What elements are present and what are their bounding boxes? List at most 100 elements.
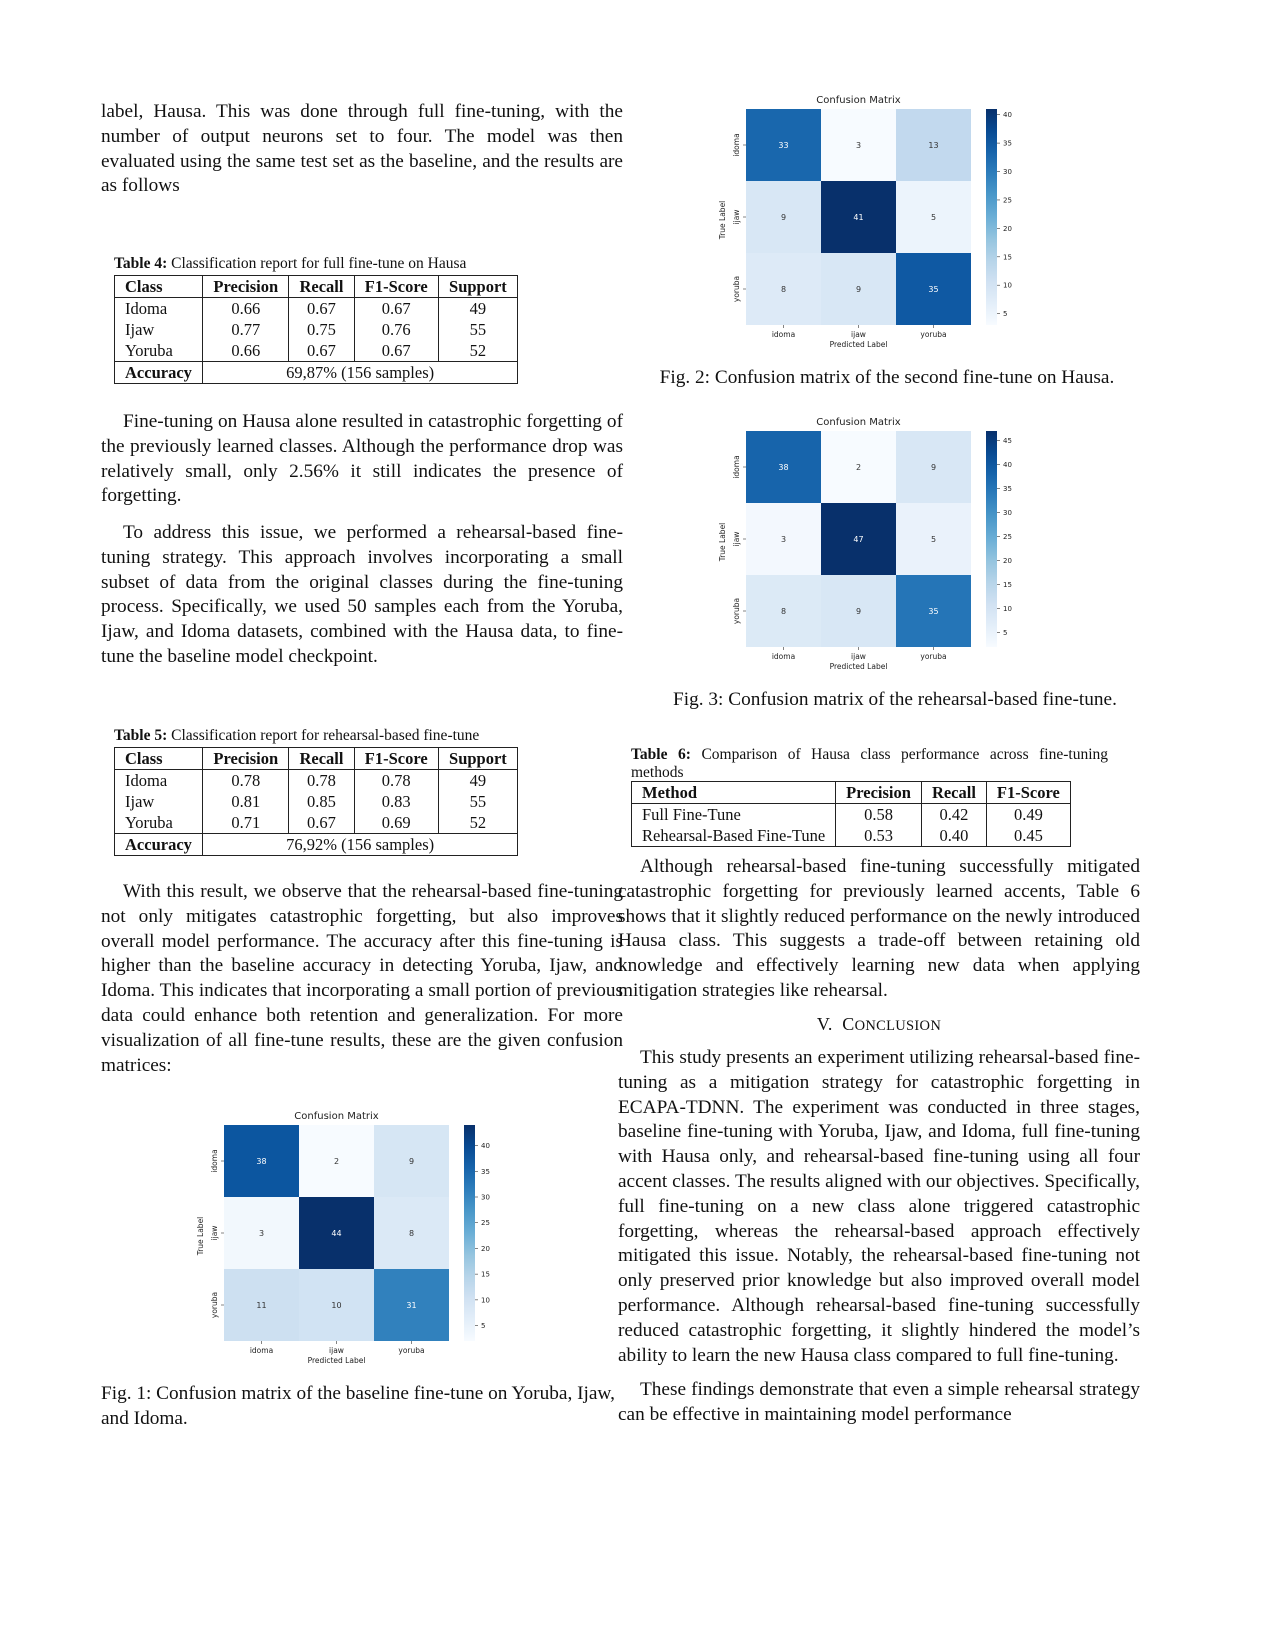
column-header: Precision	[202, 275, 290, 298]
table5-caption: Table 5: Classification report for rehea…	[114, 727, 479, 745]
colorbar-tick-label: 5	[481, 1322, 485, 1330]
cell-value-label: 2	[856, 463, 861, 472]
table-cell: 0.83	[353, 791, 439, 812]
paragraph-forgetting: Fine-tuning on Hausa alone resulted in c…	[101, 411, 623, 507]
column-header: Recall	[920, 781, 987, 804]
cell-value-label: 5	[931, 213, 936, 222]
accuracy-label: Accuracy	[113, 833, 204, 856]
table-cell: 0.67	[288, 812, 355, 834]
table5-caption-text: Classification report for rehearsal-base…	[171, 727, 480, 744]
table-cell: 0.49	[985, 803, 1071, 825]
colorbar-tick-label: 5	[1003, 629, 1007, 637]
colorbar-tick-label: 25	[1003, 533, 1012, 541]
y-tick-label: ijaw	[732, 532, 741, 547]
column-header: Method	[630, 781, 837, 804]
column-header: Class	[113, 275, 204, 298]
paragraph-conclusion: This study presents an experiment utiliz…	[618, 1047, 1140, 1366]
y-tick-label: idoma	[732, 133, 741, 156]
table-cell: 55	[437, 319, 519, 340]
heatmap-cell	[746, 181, 821, 253]
table6-caption: Table 6: Comparison of Hausa class perfo…	[631, 746, 1108, 782]
colorbar-tick-label: 35	[1003, 140, 1012, 148]
table-cell: 0.67	[288, 297, 355, 319]
table-cell: 0.40	[920, 825, 987, 847]
y-tick-label: yoruba	[732, 598, 741, 624]
table-cell: 0.78	[288, 769, 355, 791]
cell-value-label: 41	[853, 213, 863, 222]
x-axis-label: Predicted Label	[308, 1356, 366, 1365]
table-cell: 0.78	[353, 769, 439, 791]
table-cell: Idoma	[113, 297, 204, 319]
heatmap-cell	[821, 253, 896, 325]
heatmap-svg: Confusion Matrix 38 2 9 3 47 5 8 9 35 idoma ijaw yor…	[718, 417, 1012, 671]
colorbar-tick-label: 25	[481, 1219, 490, 1227]
colorbar-tick-label: 40	[481, 1142, 490, 1150]
heatmap-cell	[224, 1269, 299, 1341]
cell-value-label: 3	[856, 141, 861, 150]
colorbar-tick-label: 15	[1003, 253, 1012, 261]
fig2-caption: Fig. 2: Confusion matrix of the second f…	[659, 367, 1115, 388]
cell-value-label: 5	[931, 535, 936, 544]
cell-value-label: 3	[781, 535, 786, 544]
cell-value-label: 8	[409, 1229, 414, 1238]
colorbar-tick-label: 10	[481, 1296, 490, 1304]
cell-value-label: 2	[334, 1157, 339, 1166]
colorbar-tick-label: 30	[1003, 509, 1012, 517]
cell-value-label: 8	[781, 285, 786, 294]
x-tick-label: yoruba	[920, 330, 946, 339]
y-tick-label: ijaw	[732, 210, 741, 225]
table-cell: Yoruba	[113, 340, 204, 362]
colorbar-tick-label: 10	[1003, 605, 1012, 613]
table-cell: 52	[437, 812, 519, 834]
column-header: Recall	[288, 747, 355, 770]
paragraph-observation: With this result, we observe that the re…	[101, 881, 623, 1076]
table-row: Rehearsal-Based Fine-Tune 0.53 0.40 0.45	[630, 825, 1071, 847]
heatmap-cell	[746, 109, 821, 181]
x-tick-label: idoma	[250, 1346, 273, 1355]
table6-label: Table 6:	[631, 746, 691, 763]
x-axis-label: Predicted Label	[830, 340, 888, 349]
cell-value-label: 38	[778, 463, 788, 472]
cell-value-label: 9	[781, 213, 786, 222]
colorbar-tick-label: 40	[1003, 111, 1012, 119]
cell-value-label: 33	[778, 141, 788, 150]
heatmap-cell	[821, 181, 896, 253]
column-header: Precision	[202, 747, 290, 770]
table5-label: Table 5:	[114, 727, 168, 744]
table-row: Idoma 0.78 0.78 0.78 49	[113, 769, 519, 791]
column-header: Class	[113, 747, 204, 770]
table-cell: Rehearsal-Based Fine-Tune	[630, 825, 837, 847]
section-number: V.	[816, 1014, 833, 1034]
colorbar-tick-label: 35	[1003, 485, 1012, 493]
accuracy-value: 76,92% (156 samples)	[202, 833, 518, 856]
cell-value-label: 35	[928, 285, 938, 294]
x-tick-label: ijaw	[851, 652, 866, 661]
table-row: Ijaw 0.77 0.75 0.76 55	[113, 319, 519, 340]
heatmap-cell	[299, 1269, 374, 1341]
table-cell: Idoma	[113, 769, 204, 791]
accuracy-label: Accuracy	[113, 361, 204, 384]
table-row: Yoruba 0.71 0.67 0.69 52	[113, 812, 519, 834]
column-header: Support	[437, 747, 519, 770]
table-row: Yoruba 0.66 0.67 0.67 52	[113, 340, 519, 362]
cell-value-label: 38	[256, 1157, 266, 1166]
heatmap-cell	[299, 1197, 374, 1269]
y-axis-label: True Label	[718, 523, 727, 563]
heatmap-cell	[896, 181, 971, 253]
confusion-matrix-fig3: Confusion Matrix 38 2 9 3 47 5 8 9 35 idoma ijaw yor…	[718, 414, 1048, 679]
x-tick-label: yoruba	[398, 1346, 424, 1355]
heatmap-cell	[896, 109, 971, 181]
cell-value-label: 44	[331, 1229, 341, 1238]
section-title-rest: ONCLUSION	[854, 1018, 942, 1034]
table-cell: 55	[437, 791, 519, 812]
fig3-caption: Fig. 3: Confusion matrix of the rehearsa…	[673, 689, 1117, 710]
table5-classification-report: Class Precision Recall F1-Score Support …	[113, 747, 519, 856]
table6-caption-text: Comparison of Hausa class performance ac…	[631, 746, 1109, 781]
x-tick-label: ijaw	[329, 1346, 344, 1355]
column-header: Support	[437, 275, 519, 298]
table-cell: 0.78	[202, 769, 290, 791]
colorbar-tick-label: 5	[1003, 310, 1007, 318]
table4-label: Table 4:	[114, 255, 168, 272]
table-header-row: Class Precision Recall F1-Score Support	[113, 275, 519, 298]
table-cell: Ijaw	[113, 319, 204, 340]
